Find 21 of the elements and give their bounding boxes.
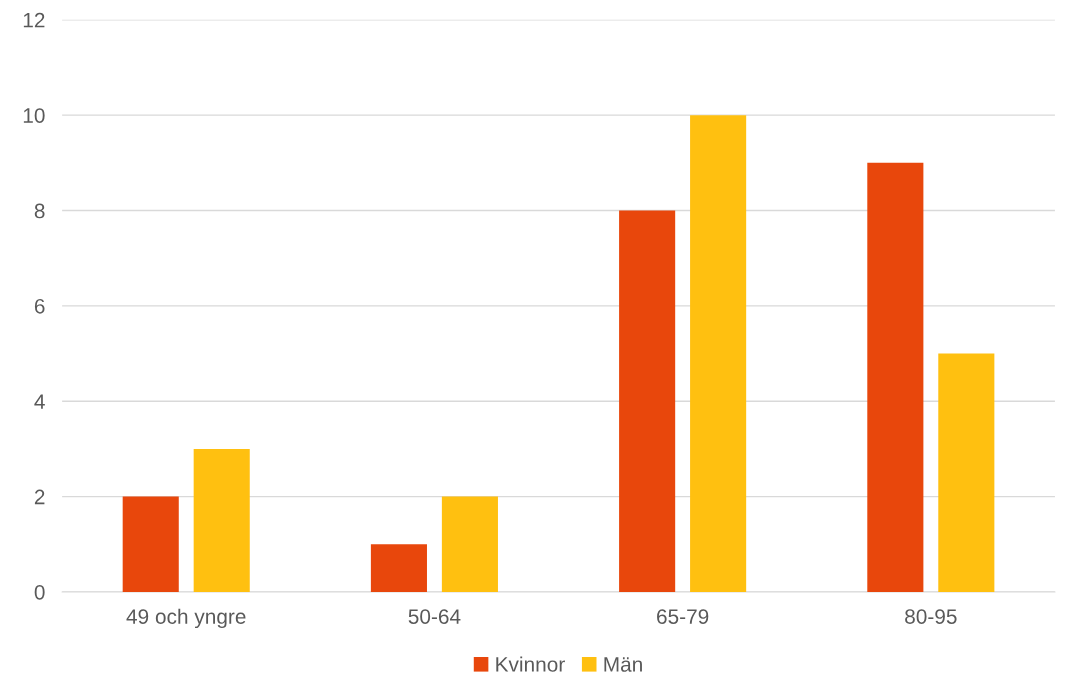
bar — [193, 448, 250, 592]
y-tick-label: 8 — [34, 203, 45, 219]
legend-label: Män — [604, 657, 642, 672]
y-tick-label: 4 — [34, 394, 45, 409]
bar — [122, 496, 179, 592]
bar — [867, 162, 924, 592]
bar — [619, 210, 676, 592]
bar — [690, 115, 747, 592]
bar — [370, 544, 427, 592]
bar — [938, 353, 995, 592]
y-tick-label: 12 — [23, 12, 45, 28]
x-tick-label: 49 och yngre — [126, 608, 246, 629]
y-tick-label: 10 — [23, 108, 45, 123]
y-tick-label: 2 — [34, 489, 45, 505]
bar — [441, 496, 498, 592]
x-tick-label: 80-95 — [905, 609, 957, 624]
x-tick-label: 50-64 — [408, 609, 461, 624]
y-tick-label: 6 — [34, 298, 45, 314]
y-tick-label: 0 — [34, 584, 45, 600]
x-tick-label: 65-79 — [657, 609, 709, 624]
legend-label: Kvinnor — [496, 656, 565, 672]
